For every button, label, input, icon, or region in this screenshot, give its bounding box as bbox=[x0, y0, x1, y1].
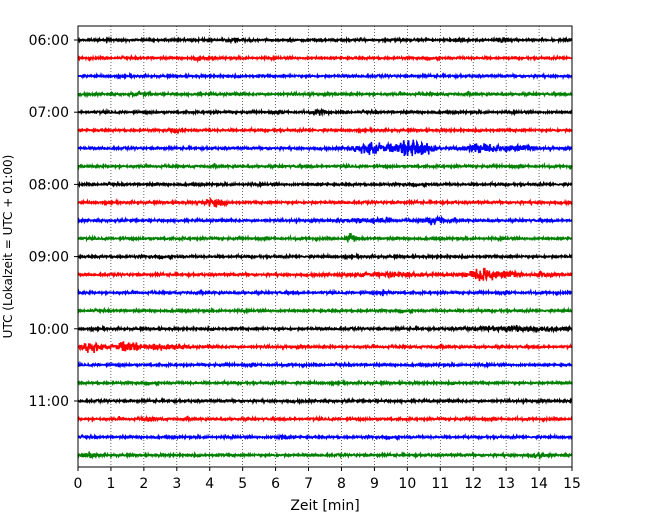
y-tick-label-0: 06:00 bbox=[29, 33, 69, 49]
x-tick-label-10: 10 bbox=[398, 476, 416, 492]
x-tick-label-4: 4 bbox=[205, 476, 214, 492]
trace-0615 bbox=[77, 54, 573, 64]
trace-0845 bbox=[77, 232, 573, 244]
trace-0915 bbox=[77, 267, 573, 283]
x-tick-label-2: 2 bbox=[139, 476, 148, 492]
x-tick-label-9: 9 bbox=[370, 476, 379, 492]
y-tick-label-3: 09:00 bbox=[29, 250, 69, 266]
trace-0800 bbox=[77, 180, 573, 189]
trace-0830 bbox=[77, 214, 573, 226]
trace-1130 bbox=[77, 432, 573, 442]
y-axis-label: UTC (Lokalzeit = UTC + 01:00) bbox=[1, 155, 15, 339]
x-axis: 0 1 2 3 4 5 6 7 8 9 10 11 12 13 14 15 bbox=[74, 467, 581, 492]
trace-1000 bbox=[77, 324, 573, 334]
x-axis-label: Zeit [min] bbox=[290, 498, 359, 514]
trace-1030 bbox=[77, 360, 573, 370]
y-tick-label-5: 11:00 bbox=[29, 394, 69, 410]
x-tick-label-0: 0 bbox=[74, 476, 83, 492]
y-tick-label-1: 07:00 bbox=[29, 105, 69, 121]
x-tick-label-13: 13 bbox=[497, 476, 515, 492]
plot-frame bbox=[77, 25, 573, 468]
trace-0930 bbox=[77, 288, 573, 297]
trace-group bbox=[77, 35, 573, 461]
trace-1145 bbox=[77, 450, 573, 461]
trace-0815 bbox=[77, 196, 573, 208]
trace-0630 bbox=[77, 71, 573, 81]
x-tick-label-12: 12 bbox=[464, 476, 482, 492]
y-axis: 06:00 07:00 08:00 09:00 10:00 11:00 bbox=[29, 33, 78, 410]
x-tick-label-7: 7 bbox=[304, 476, 313, 492]
x-tick-label-3: 3 bbox=[172, 476, 181, 492]
trace-1045 bbox=[77, 378, 573, 388]
trace-1100 bbox=[77, 396, 573, 406]
trace-0645 bbox=[77, 89, 573, 99]
trace-0945 bbox=[77, 306, 573, 315]
trace-0715 bbox=[77, 125, 573, 135]
x-tick-label-8: 8 bbox=[337, 476, 346, 492]
x-tick-label-14: 14 bbox=[530, 476, 548, 492]
x-tick-label-5: 5 bbox=[238, 476, 247, 492]
x-tick-label-1: 1 bbox=[106, 476, 115, 492]
trace-0600 bbox=[77, 35, 573, 45]
trace-1015 bbox=[77, 341, 573, 354]
x-tick-label-6: 6 bbox=[271, 476, 280, 492]
y-tick-label-4: 10:00 bbox=[29, 322, 69, 338]
trace-0700 bbox=[77, 107, 573, 117]
x-tick-label-15: 15 bbox=[563, 476, 581, 492]
trace-1115 bbox=[77, 414, 573, 424]
trace-0900 bbox=[77, 252, 573, 261]
x-tick-label-11: 11 bbox=[431, 476, 449, 492]
y-tick-label-2: 08:00 bbox=[29, 177, 69, 193]
trace-0745 bbox=[77, 161, 573, 171]
trace-0730 bbox=[77, 139, 573, 157]
